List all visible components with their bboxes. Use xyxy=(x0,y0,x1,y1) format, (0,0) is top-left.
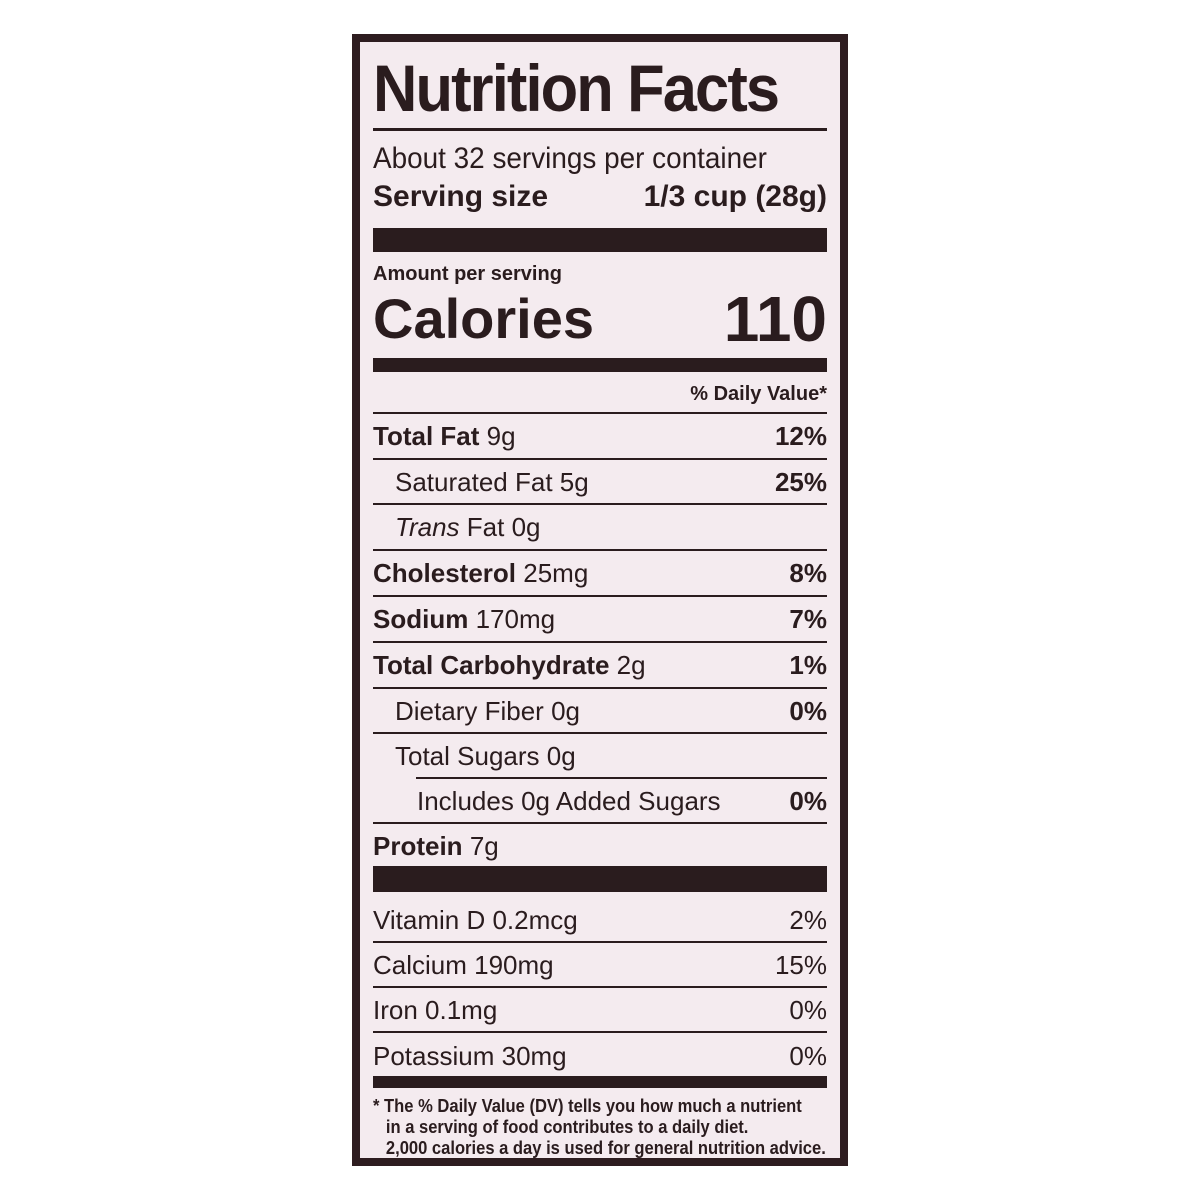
divider xyxy=(373,822,827,824)
vitamin-name: Iron 0.1mg xyxy=(373,995,498,1025)
amount-per-serving: Amount per serving xyxy=(373,263,562,285)
vitamin-row-iron: Iron 0.1mg 0% xyxy=(373,990,827,1030)
divider xyxy=(373,732,827,734)
serving-size-value: 1/3 cup (28g) xyxy=(643,180,827,213)
vitamin-name: Potassium 30mg xyxy=(373,1041,567,1071)
divider xyxy=(373,687,827,689)
footnote-line: in a serving of food contributes to a da… xyxy=(385,1117,749,1137)
divider xyxy=(373,549,827,551)
vitamin-dv: 0% xyxy=(789,995,827,1025)
calories-label: Calories xyxy=(373,287,594,350)
servings-per-container: About 32 servings per container xyxy=(373,142,767,175)
divider xyxy=(373,128,827,131)
vitamin-row-potassium: Potassium 30mg 0% xyxy=(373,1036,827,1076)
divider xyxy=(373,458,827,460)
nutrient-dv: 25% xyxy=(774,467,827,497)
nutrient-name-suffix: Fat xyxy=(466,512,505,542)
nutrient-dv: 8% xyxy=(789,558,827,588)
nutrient-row-saturated-fat: Saturated Fat 5g 25% xyxy=(373,462,827,502)
nutrient-dv: 1% xyxy=(789,650,827,680)
footnote-line: * The % Daily Value (DV) tells you how m… xyxy=(373,1096,802,1116)
medium-divider xyxy=(373,1076,827,1088)
nutrient-name: Trans xyxy=(395,512,460,542)
nutrient-amount: 0g xyxy=(511,512,541,542)
vitamin-row-calcium: Calcium 190mg 15% xyxy=(373,945,827,985)
nutrient-amount: 9g xyxy=(486,421,516,451)
vitamin-name: Calcium 190mg xyxy=(373,950,554,980)
nutrient-name: Dietary Fiber xyxy=(395,696,544,726)
calories-value: 110 xyxy=(723,283,827,355)
footnote-line: 2,000 calories a day is used for general… xyxy=(385,1138,826,1158)
nutrient-row-cholesterol: Cholesterol 25mg 8% xyxy=(373,553,827,593)
nutrient-name: Total Sugars xyxy=(395,741,540,771)
label-title: Nutrition Facts xyxy=(373,51,780,125)
nutrient-amount: 7g xyxy=(469,831,499,861)
nutrient-name: Includes 0g Added Sugars xyxy=(417,786,721,816)
vitamin-name: Vitamin D 0.2mcg xyxy=(373,905,578,935)
nutrient-row-protein: Protein 7g xyxy=(373,826,827,866)
nutrient-amount: 2g xyxy=(616,650,646,680)
nutrient-row-total-carbohydrate: Total Carbohydrate 2g 1% xyxy=(373,645,827,685)
nutrient-amount: 170mg xyxy=(475,604,556,634)
nutrient-dv: 0% xyxy=(789,786,827,816)
nutrient-amount: 0g xyxy=(546,741,576,771)
serving-size-label: Serving size xyxy=(373,180,549,213)
nutrient-amount: 25mg xyxy=(523,558,589,588)
daily-value-header: % Daily Value* xyxy=(690,383,827,405)
divider xyxy=(373,941,827,943)
vitamin-dv: 2% xyxy=(789,905,827,935)
nutrient-row-sodium: Sodium 170mg 7% xyxy=(373,599,827,639)
footnote: * The % Daily Value (DV) tells you how m… xyxy=(373,1096,826,1159)
nutrient-name: Sodium xyxy=(373,604,469,634)
nutrient-name: Total Fat xyxy=(373,421,480,451)
nutrition-facts-label: Nutrition Facts About 32 servings per co… xyxy=(352,34,848,1166)
nutrient-dv: 12% xyxy=(774,421,827,451)
nutrient-dv: 7% xyxy=(789,604,827,634)
nutrient-amount: 0g xyxy=(551,696,580,726)
vitamin-row-vitamin-d: Vitamin D 0.2mcg 2% xyxy=(373,900,827,940)
nutrient-row-trans-fat: Trans Fat 0g xyxy=(373,507,827,547)
divider xyxy=(373,641,827,643)
nutrient-name: Protein xyxy=(373,831,463,861)
nutrient-dv: 0% xyxy=(789,696,827,726)
nutrient-row-total-fat: Total Fat 9g 12% xyxy=(373,416,827,456)
nutrient-row-added-sugars: Includes 0g Added Sugars 0% xyxy=(373,781,827,821)
divider xyxy=(373,986,827,988)
divider xyxy=(373,412,827,414)
divider xyxy=(373,595,827,597)
nutrient-amount: 5g xyxy=(559,467,589,497)
nutrient-name: Saturated Fat xyxy=(395,467,553,497)
thick-divider xyxy=(373,866,827,892)
divider xyxy=(416,777,827,779)
thick-divider xyxy=(373,228,827,252)
vitamin-dv: 0% xyxy=(789,1041,827,1071)
vitamin-dv: 15% xyxy=(774,950,827,980)
divider xyxy=(373,1031,827,1033)
medium-divider xyxy=(373,358,827,372)
nutrient-row-dietary-fiber: Dietary Fiber 0g 0% xyxy=(373,691,827,731)
nutrient-row-total-sugars: Total Sugars 0g xyxy=(373,736,827,776)
nutrient-name: Cholesterol xyxy=(373,558,517,588)
nutrient-name: Total Carbohydrate xyxy=(373,650,610,680)
divider xyxy=(373,503,827,505)
